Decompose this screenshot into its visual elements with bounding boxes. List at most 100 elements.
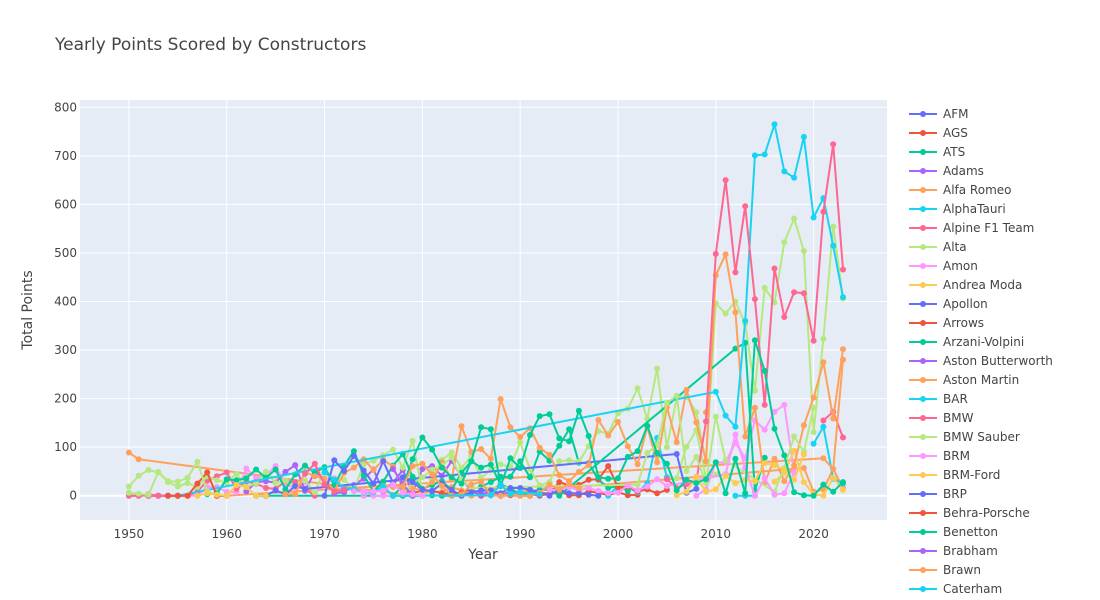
data-point	[135, 456, 142, 463]
data-point	[556, 492, 563, 499]
y-tick-label-700: 700	[54, 149, 77, 163]
legend-item-brm: BRM	[909, 449, 970, 463]
data-point	[429, 487, 436, 494]
data-point	[546, 411, 553, 418]
data-point	[732, 431, 739, 438]
data-point	[233, 477, 240, 484]
legend-label: Alta	[943, 240, 967, 254]
data-point	[693, 419, 700, 426]
legend-label: Apollon	[943, 297, 988, 311]
data-point	[800, 248, 807, 254]
data-point	[566, 481, 573, 488]
data-point	[536, 491, 543, 498]
data-point	[800, 290, 807, 297]
data-point	[272, 480, 279, 487]
data-point	[732, 345, 739, 352]
legend-label: Alpine F1 Team	[943, 221, 1034, 235]
legend-swatch-marker	[920, 529, 926, 535]
data-point	[253, 492, 260, 499]
data-point	[644, 422, 651, 429]
legend-item-alta: Alta	[909, 240, 967, 254]
data-point	[497, 396, 504, 403]
legend-label: BRM	[943, 449, 970, 463]
legend-item-alpine-f1-team: Alpine F1 Team	[909, 221, 1034, 235]
data-point	[478, 487, 485, 494]
data-point	[654, 459, 661, 466]
data-point	[693, 492, 700, 499]
series-ligier	[380, 460, 582, 499]
legend-label: Alfa Romeo	[943, 183, 1012, 197]
legend-swatch-marker	[920, 320, 926, 326]
legend-item-amon: Amon	[909, 259, 978, 273]
data-point	[751, 152, 758, 159]
data-point	[781, 401, 788, 408]
data-point	[781, 452, 788, 459]
data-point	[272, 466, 279, 473]
data-point	[272, 487, 279, 494]
legend-label: BMW	[943, 411, 974, 425]
data-point	[810, 429, 817, 436]
data-point	[673, 392, 680, 399]
legend-swatch-marker	[920, 396, 926, 402]
data-point	[262, 485, 269, 491]
data-point	[820, 481, 827, 488]
data-point	[321, 492, 328, 499]
data-point	[262, 468, 269, 475]
data-point	[732, 455, 739, 462]
x-tick-label-2000: 2000	[603, 527, 634, 541]
data-point	[438, 464, 445, 471]
data-point	[223, 469, 230, 476]
data-point	[761, 426, 768, 433]
data-point	[840, 294, 846, 301]
data-point	[302, 470, 308, 477]
data-point	[800, 422, 807, 429]
data-point	[487, 492, 494, 499]
data-point	[497, 461, 504, 468]
legend-swatch-marker	[920, 111, 926, 117]
data-point	[673, 451, 680, 457]
data-point	[585, 491, 592, 498]
legend-item-aston-martin: Aston Martin	[909, 373, 1019, 387]
data-point	[615, 489, 621, 496]
x-tick-label-2010: 2010	[701, 527, 732, 541]
data-point	[820, 455, 827, 462]
legend-item-bar: BAR	[909, 392, 968, 406]
data-point	[253, 466, 260, 473]
data-point	[478, 424, 485, 431]
data-point	[184, 492, 191, 499]
data-point	[517, 485, 524, 491]
legend-label: AGS	[943, 126, 968, 140]
data-point	[575, 407, 582, 414]
data-point	[624, 492, 631, 499]
data-point	[487, 479, 494, 486]
legend-swatch-marker	[920, 168, 926, 174]
data-point	[634, 461, 641, 468]
data-point	[615, 418, 621, 425]
data-point	[478, 478, 485, 485]
data-point	[810, 394, 817, 401]
data-point	[683, 476, 690, 483]
data-point	[800, 479, 807, 486]
data-point	[800, 465, 807, 471]
data-point	[820, 359, 827, 366]
legend-swatch-marker	[920, 377, 926, 383]
data-point	[282, 486, 289, 493]
data-point	[350, 488, 357, 495]
legend-item-afm: AFM	[909, 107, 968, 121]
data-point	[223, 492, 230, 499]
data-point	[341, 476, 348, 483]
data-point	[517, 439, 524, 446]
data-point	[429, 446, 436, 453]
data-point	[487, 455, 494, 462]
data-point	[468, 458, 475, 465]
data-point	[751, 337, 758, 344]
data-point	[742, 317, 749, 324]
data-point	[791, 174, 798, 181]
data-point	[380, 483, 387, 490]
data-point	[311, 460, 318, 467]
data-point	[840, 486, 846, 493]
data-point	[605, 485, 612, 491]
data-point	[302, 485, 308, 492]
data-point	[840, 346, 846, 353]
